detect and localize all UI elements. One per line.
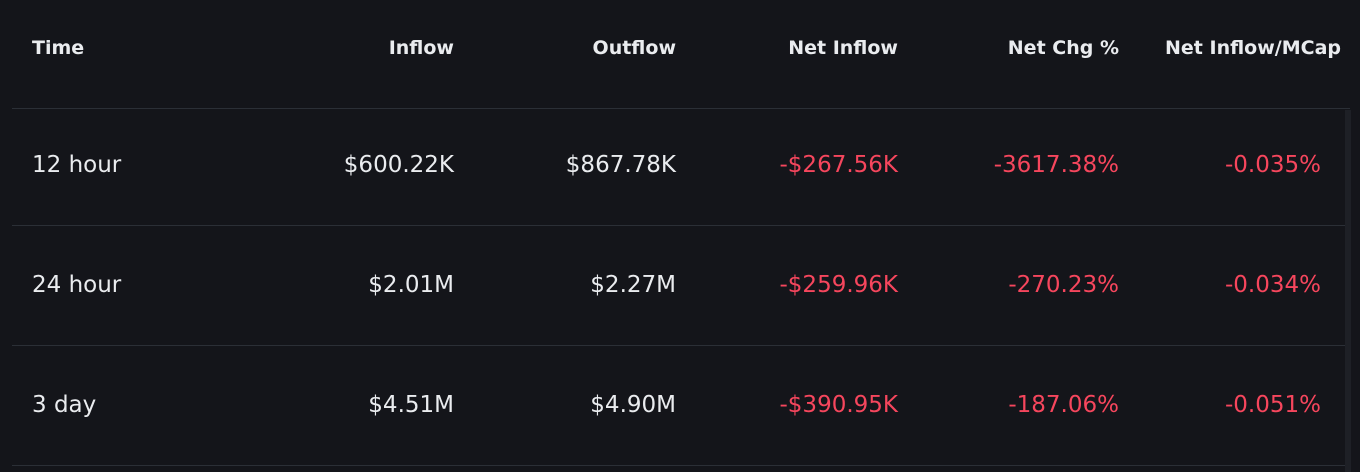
cell-value: $4.51M [368, 392, 454, 418]
row-divider [12, 345, 1350, 346]
column-header[interactable]: Outflow [592, 37, 676, 59]
cell-value: -0.034% [1225, 272, 1321, 298]
column-header[interactable]: Time [32, 37, 85, 59]
column-header[interactable]: Inflow [388, 37, 454, 59]
cell-value: -$259.96K [779, 272, 899, 298]
cell-value: $2.27M [590, 272, 676, 298]
row-divider [12, 225, 1350, 226]
row-divider [12, 465, 1350, 466]
cell-value: -0.051% [1225, 392, 1321, 418]
column-header[interactable]: Net Inflow/MCap [1165, 37, 1341, 59]
column-header[interactable]: Net Inflow [788, 37, 898, 59]
cell-value: $600.22K [343, 152, 454, 178]
cell-value: -$390.95K [779, 392, 899, 418]
cell-value: $867.78K [565, 152, 676, 178]
cell-value: -270.23% [1008, 272, 1119, 298]
cell-value: -187.06% [1008, 392, 1119, 418]
column-header[interactable]: Net Chg % [1007, 37, 1119, 59]
cell-value: $4.90M [590, 392, 676, 418]
cell-value: -0.035% [1225, 152, 1321, 178]
row-label: 12 hour [32, 152, 122, 178]
cell-value: $2.01M [368, 272, 454, 298]
cell-value: -3617.38% [993, 152, 1119, 178]
scrollbar[interactable] [1345, 110, 1351, 472]
row-label: 3 day [32, 392, 97, 418]
row-divider [12, 108, 1350, 109]
row-label: 24 hour [32, 272, 122, 298]
cell-value: -$267.56K [779, 152, 899, 178]
